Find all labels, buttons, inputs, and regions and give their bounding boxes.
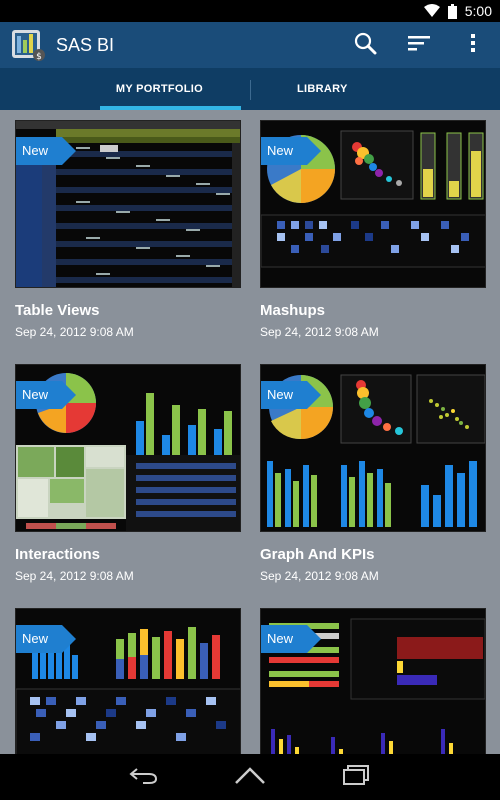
- sort-button[interactable]: [392, 22, 446, 68]
- search-button[interactable]: [338, 22, 392, 68]
- back-icon: [129, 765, 159, 790]
- app-logo-icon: $: [12, 28, 46, 62]
- search-icon: [353, 31, 377, 60]
- sort-icon: [407, 33, 431, 58]
- card-date: Sep 24, 2012 9:08 AM: [15, 569, 134, 583]
- recent-apps-button[interactable]: [331, 754, 381, 800]
- report-thumbnail: New: [260, 608, 486, 754]
- wifi-icon: [423, 4, 440, 18]
- home-icon: [234, 765, 266, 790]
- report-card-table-views[interactable]: New: [15, 120, 241, 339]
- recent-apps-icon: [342, 764, 370, 791]
- new-badge: New: [16, 137, 76, 165]
- card-title: Table Views: [15, 302, 100, 319]
- svg-text:$: $: [36, 52, 42, 62]
- tab-label: LIBRARY: [297, 83, 348, 95]
- report-card-mashups[interactable]: New: [260, 120, 486, 339]
- new-badge: New: [16, 381, 76, 409]
- overflow-menu-button[interactable]: [446, 22, 500, 68]
- report-card[interactable]: New: [15, 608, 241, 754]
- overflow-menu-icon: [470, 33, 476, 58]
- tab-library[interactable]: LIBRARY: [241, 68, 500, 110]
- back-button[interactable]: [119, 754, 169, 800]
- status-time: 5:00: [464, 3, 492, 19]
- card-date: Sep 24, 2012 9:08 AM: [260, 569, 379, 583]
- report-thumbnail: New: [15, 364, 241, 532]
- action-bar: $ SAS BI: [0, 22, 500, 68]
- report-card-interactions[interactable]: New: [15, 364, 241, 583]
- card-date: Sep 24, 2012 9:08 AM: [15, 325, 134, 339]
- new-badge: New: [261, 137, 321, 165]
- portfolio-grid: New: [0, 110, 500, 754]
- report-thumbnail: New: [15, 120, 241, 288]
- new-badge: New: [261, 625, 321, 653]
- card-title: Graph And KPIs: [260, 546, 375, 563]
- new-badge: New: [261, 381, 321, 409]
- report-thumbnail: New: [260, 120, 486, 288]
- tab-my-portfolio[interactable]: MY PORTFOLIO: [0, 68, 241, 110]
- home-button[interactable]: [225, 754, 275, 800]
- app-title: SAS BI: [56, 34, 115, 55]
- card-title: Mashups: [260, 302, 326, 319]
- report-card[interactable]: New: [260, 608, 486, 754]
- new-badge: New: [16, 625, 76, 653]
- battery-icon: [447, 3, 457, 19]
- report-thumbnail: New: [260, 364, 486, 532]
- report-card-graph-and-kpis[interactable]: New: [260, 364, 486, 583]
- card-title: Interactions: [15, 546, 101, 563]
- report-thumbnail: New: [15, 608, 241, 754]
- status-bar: 5:00: [0, 0, 500, 22]
- tab-label: MY PORTFOLIO: [115, 83, 203, 95]
- card-date: Sep 24, 2012 9:08 AM: [260, 325, 379, 339]
- tab-divider: [250, 80, 251, 100]
- navigation-bar: [0, 754, 500, 800]
